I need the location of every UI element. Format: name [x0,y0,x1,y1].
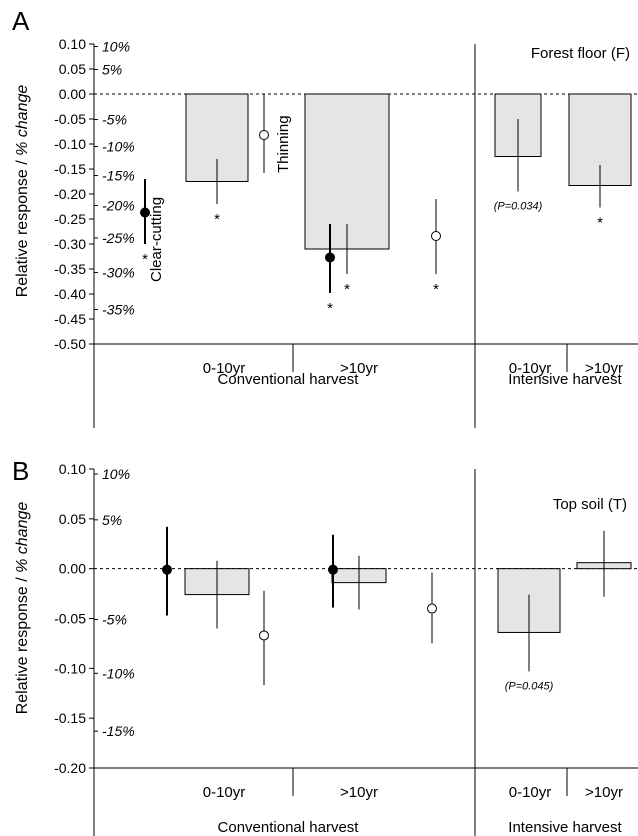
pct-tick-label: -15% [102,168,135,184]
significance-marker: * [597,215,603,232]
y-tick-label: -0.45 [54,311,86,327]
pct-axis-b: 10% 5% -5% -10% -15% [94,466,135,739]
pct-tick-label: -20% [102,198,135,214]
clear-cutting-point [140,207,150,218]
panel-title-a: Forest floor (F) [531,45,630,62]
y-axis-a: 0.10 0.05 0.00 -0.05 -0.10 -0.15 -0.20 -0.25 -0.… [54,36,95,428]
significance-marker: * [433,281,439,298]
x-group-label: Intensive harvest [508,371,622,388]
clear-cutting-point [325,252,335,263]
y-tick-label: -0.25 [54,211,86,227]
y-axis-label-main-a: Relative response / [14,156,31,297]
panel-a: A Forest floor (F) Relative response / %… [12,6,638,428]
pct-tick-label: -10% [102,139,135,155]
y-axis-label-main-b: Relative response / [14,573,31,714]
pct-tick-label: -30% [102,265,135,281]
thinning-point [259,130,269,140]
y-tick-label: 0.10 [59,461,86,477]
pct-tick-label: 10% [102,39,130,55]
bar [304,93,390,250]
y-axis-label-b: Relative response / % change [14,502,31,715]
x-category-label: 0-10yr [509,784,552,801]
panel-title-b: Top soil (T) [553,496,627,513]
pct-tick-label: -5% [102,611,127,627]
pct-tick-label: 5% [102,62,122,78]
y-tick-label: 0.00 [59,561,86,577]
pct-tick-label: -25% [102,230,135,246]
x-category-label: 0-10yr [203,784,246,801]
y-axis-label-a: Relative response / % change [14,85,31,298]
pct-tick-label: -10% [102,665,135,681]
significance-marker: * [344,281,350,298]
x-category-label: 0-10yr [203,360,246,377]
thinning-point [431,231,441,241]
clear-cutting-point [328,564,338,575]
y-axis-label-italic-b: % change [14,502,31,573]
y-tick-label: -0.10 [54,660,86,676]
x-group-label: Conventional harvest [218,819,360,836]
y-tick-label: -0.30 [54,236,86,252]
y-tick-label: -0.50 [54,336,86,352]
y-tick-label: -0.20 [54,186,86,202]
y-tick-label: 0.10 [59,36,86,52]
panel-letter-a: A [12,6,30,36]
pct-tick-label: -5% [102,112,127,128]
x-category-label: >10yr [340,360,378,377]
y-tick-label: 0.05 [59,511,86,527]
pct-tick-label: -15% [102,723,135,739]
significance-marker: * [142,251,148,268]
p-value-annotation: (P=0.034) [494,201,543,213]
marks-a: * * (P=0.034) * * * * [94,93,638,317]
panel-letter-b: B [12,456,29,486]
y-tick-label: -0.05 [54,611,86,627]
p-value-annotation: (P=0.045) [505,680,554,692]
y-tick-label: -0.15 [54,710,86,726]
pct-tick-label: 5% [102,512,122,528]
pct-axis-a: 10% 5% -5% -10% -15% -20% -25% -30% -35% [94,39,135,318]
y-tick-label: -0.15 [54,161,86,177]
y-axis-b: 0.10 0.05 0.00 -0.05 -0.10 -0.15 -0.20 [54,461,95,836]
x-category-label: >10yr [340,784,378,801]
significance-marker: * [327,300,333,317]
significance-marker: * [214,211,220,228]
x-category-label: >10yr [585,784,623,801]
panel-b: B Top soil (T) Relative response / % cha… [12,456,638,836]
marks-b: (P=0.045) [94,526,638,692]
x-category-label: >10yr [585,360,623,377]
x-group-label: Intensive harvest [508,819,622,836]
y-tick-label: -0.20 [54,760,86,776]
x-axis-b: 0-10yr >10yr 0-10yr >10yr Conventional harve… [94,469,638,836]
y-tick-label: -0.35 [54,261,86,277]
y-axis-label-italic-a: % change [14,85,31,156]
thinning-point [427,603,437,614]
y-tick-label: 0.05 [59,61,86,77]
series-label-thinning: Thinning [275,115,292,173]
pct-tick-label: -35% [102,302,135,318]
pct-tick-label: 10% [102,466,130,482]
y-tick-label: 0.00 [59,86,86,102]
y-tick-label: -0.05 [54,111,86,127]
series-label-clear-cutting: Clear-cutting [148,197,165,282]
x-category-label: 0-10yr [509,360,552,377]
y-tick-label: -0.10 [54,136,86,152]
thinning-point [259,630,269,641]
y-tick-label: -0.40 [54,286,86,302]
x-group-label: Conventional harvest [218,371,360,388]
clear-cutting-point [162,564,172,575]
